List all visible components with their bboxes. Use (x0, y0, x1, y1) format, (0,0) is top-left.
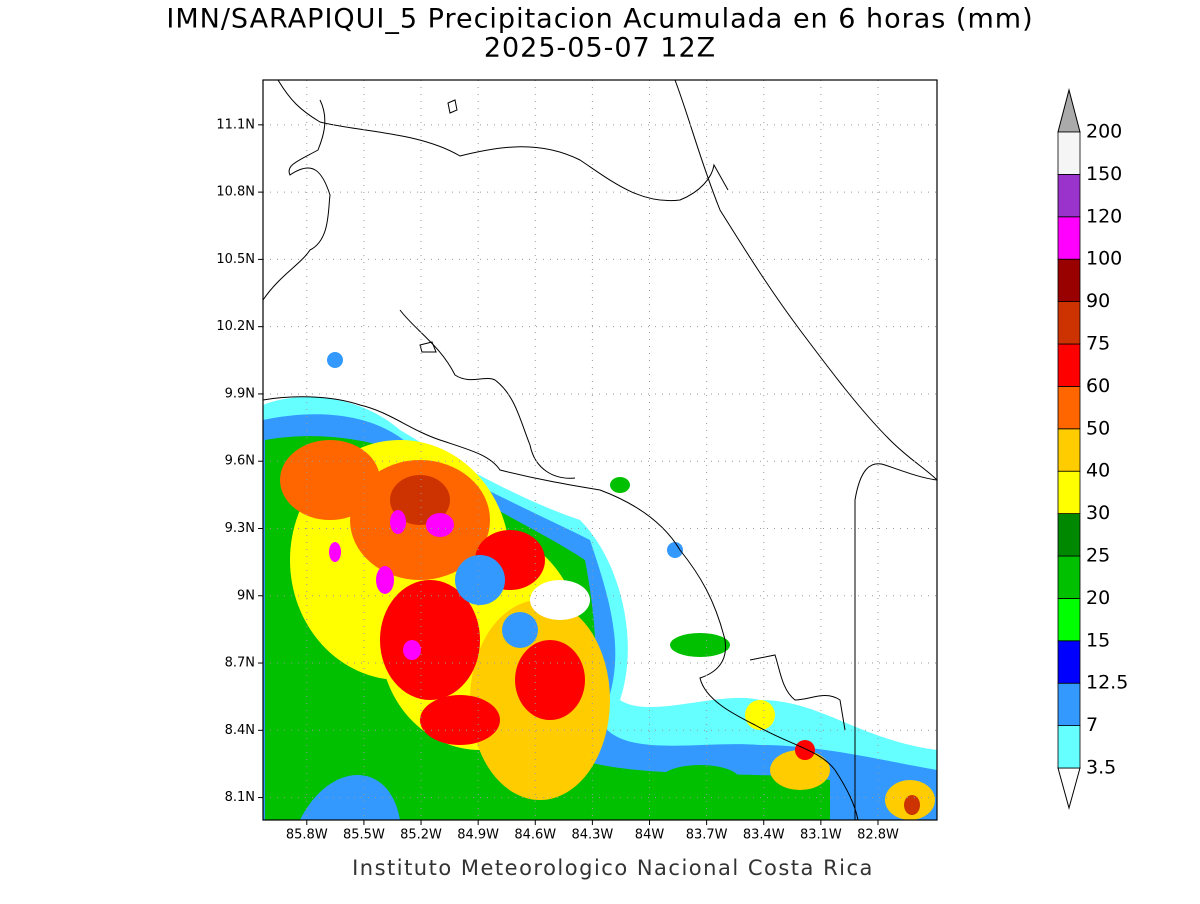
x-tick-label: 82.8W (857, 828, 899, 843)
x-tick-label: 84.9W (457, 828, 499, 843)
colorbar-box (1057, 428, 1081, 472)
colorbar-box (1057, 598, 1081, 642)
y-tick-label: 11.1N (216, 117, 255, 132)
colorbar-label: 150 (1086, 163, 1122, 185)
colorbar-box (1057, 173, 1081, 218)
y-tick-label: 8.4N (225, 723, 255, 738)
colorbar-label: 20 (1086, 587, 1110, 609)
title: IMN/SARAPIQUI_5 Precipitacion Acumulada … (166, 4, 1033, 35)
y-tick-label: 9.9N (225, 386, 255, 401)
colorbar-box (1057, 555, 1081, 599)
colorbar-box (1057, 385, 1081, 430)
x-tick-label: 85.5W (343, 828, 385, 843)
colorbar-box (1057, 343, 1081, 387)
y-tick-label: 9.3N (225, 521, 255, 536)
colorbar-box (1057, 258, 1081, 303)
y-tick-label: 10.2N (216, 319, 255, 334)
colorbar-label: 75 (1086, 333, 1110, 355)
footer: Instituto Meteorologico Nacional Costa R… (352, 856, 874, 880)
colorbar-label: 7 (1086, 714, 1098, 736)
colorbar-under (1057, 767, 1081, 810)
colorbar-label: 15 (1086, 629, 1110, 651)
colorbar-label: 60 (1086, 375, 1110, 397)
colorbar-box (1057, 640, 1081, 684)
x-tick-label: 85.2W (400, 828, 442, 843)
axes: 85.8W 85.5W 85.2W 84.9W 84.6W 84.3W 84W 83.7W 83… (216, 80, 937, 843)
colorbar-box (1057, 513, 1081, 557)
colorbar-box (1057, 682, 1081, 727)
subtitle: 2025-05-07 12Z (484, 33, 716, 64)
colorbar-box (1057, 301, 1081, 345)
x-tick-label: 84.3W (571, 828, 613, 843)
y-tick-label: 10.8N (216, 185, 255, 200)
coastlines (263, 80, 937, 820)
x-tick-label: 83.7W (686, 828, 728, 843)
x-tick-label: 83.4W (743, 828, 785, 843)
x-tick-label: 84.6W (514, 828, 556, 843)
precipitation-field (263, 352, 937, 820)
y-tick-label: 9.6N (225, 454, 255, 469)
colorbar-box (1057, 725, 1081, 769)
x-tick-label: 84W (635, 828, 665, 843)
colorbar-label: 30 (1086, 502, 1110, 524)
colorbar-box (1057, 470, 1081, 515)
x-tick-label: 83.1W (800, 828, 842, 843)
x-tick-label: 85.8W (286, 828, 328, 843)
y-tick-label: 8.1N (225, 790, 255, 805)
y-tick-label: 8.7N (225, 656, 255, 671)
colorbar-label: 120 (1086, 205, 1122, 227)
colorbar-label: 50 (1086, 417, 1110, 439)
colorbar: 3.5 7 12.5 15 20 25 30 40 50 60 75 90 100 120 150 200 (1057, 88, 1128, 810)
colorbar-label: 3.5 (1086, 757, 1116, 779)
colorbar-label: 40 (1086, 460, 1110, 482)
colorbar-over (1057, 88, 1081, 133)
y-tick-label: 10.5N (216, 252, 255, 267)
colorbar-label: 25 (1086, 545, 1110, 567)
colorbar-label: 200 (1086, 121, 1122, 143)
colorbar-box (1057, 216, 1081, 260)
y-tick-label: 9N (237, 588, 255, 603)
colorbar-label: 100 (1086, 248, 1122, 270)
colorbar-label: 90 (1086, 290, 1110, 312)
colorbar-box (1057, 131, 1081, 175)
colorbar-label: 12.5 (1086, 672, 1128, 694)
plot-frame (262, 79, 938, 821)
